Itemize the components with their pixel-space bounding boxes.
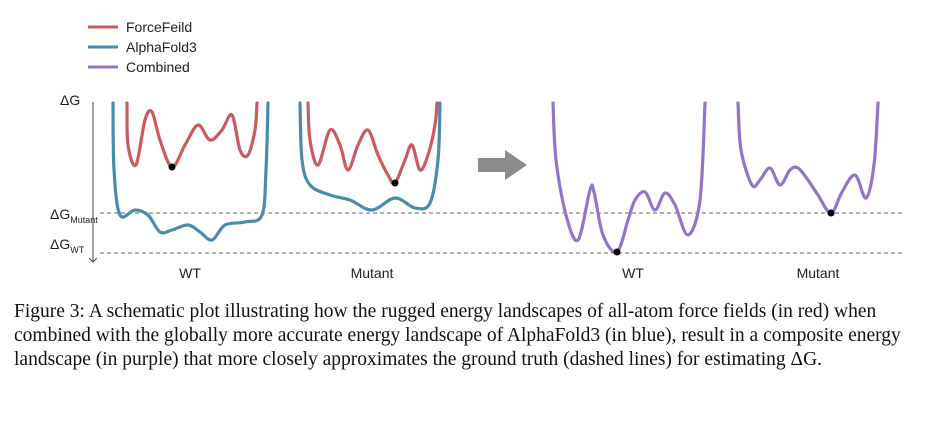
panel-label: WT [622,265,644,281]
axis-label: ΔG [60,92,80,108]
figure: ForceFeild AlphaFold3 Combined ΔG ΔGMuta… [50,19,905,281]
arrow [478,150,527,180]
legend-label: AlphaFold3 [126,39,197,55]
caption: Figure 3: A schematic plot illustrating … [14,301,901,370]
energy-curve [736,101,880,215]
energy-curve [298,101,442,212]
minimum [613,248,621,256]
level-label: ΔGMutant [50,206,98,225]
energy-curve [306,101,439,186]
legend-label: Combined [126,59,190,75]
minimum [168,163,176,171]
minimum [827,209,835,217]
energy-curve [111,101,270,242]
panel-label: Mutant [351,265,394,281]
legend-label: ForceFeild [126,19,192,35]
energy-curve [125,101,259,169]
panel-label: WT [179,265,201,281]
level-label: ΔGWT [50,236,85,255]
energy-curve [551,101,707,254]
minimum [391,179,399,187]
panel-label: Mutant [797,265,840,281]
